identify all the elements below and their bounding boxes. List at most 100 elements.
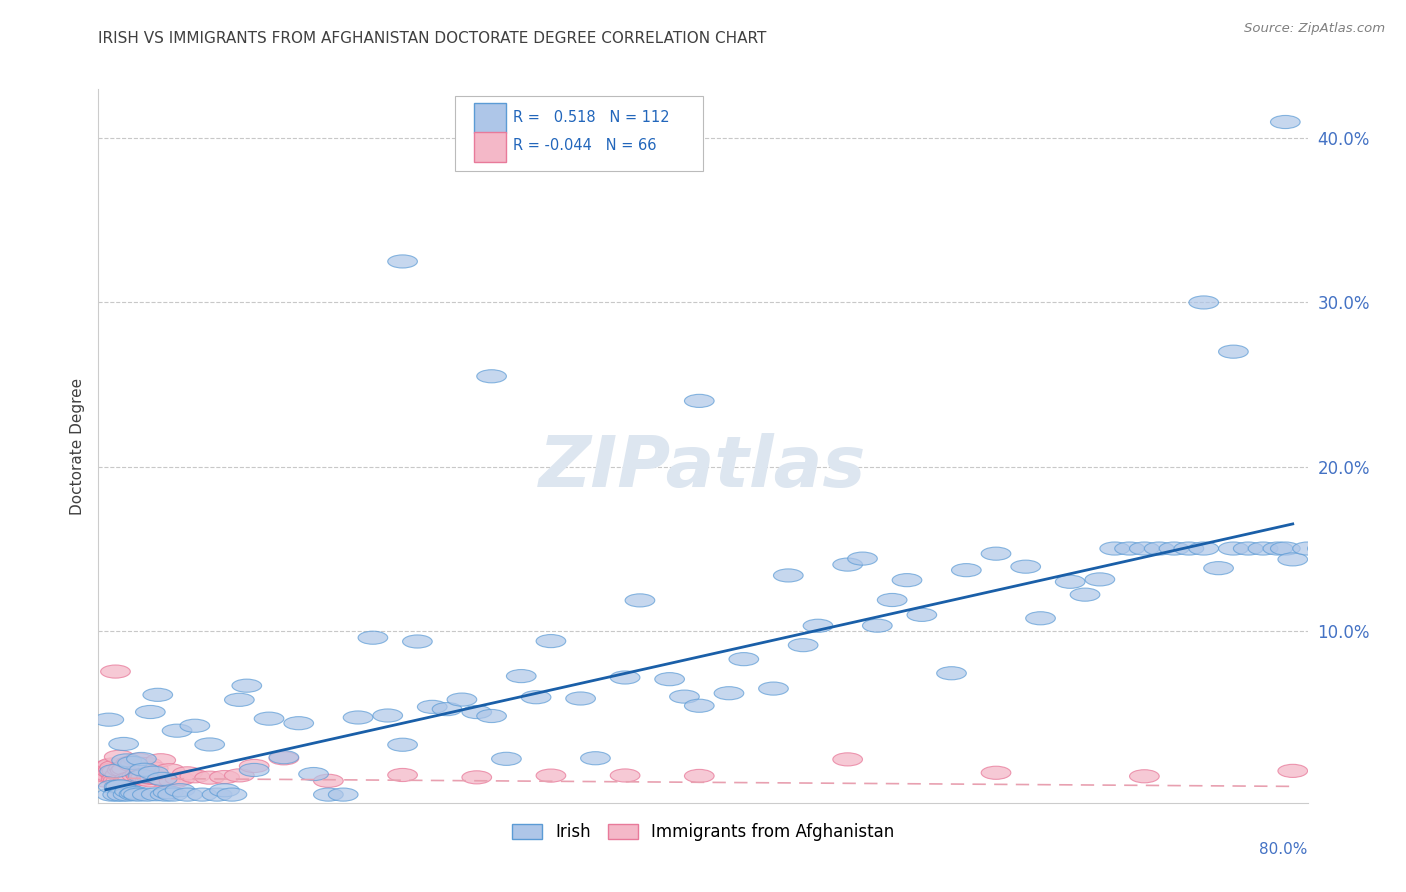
- Ellipse shape: [114, 773, 143, 787]
- FancyBboxPatch shape: [474, 132, 506, 162]
- Ellipse shape: [536, 634, 565, 648]
- Ellipse shape: [97, 788, 127, 801]
- Ellipse shape: [101, 772, 131, 785]
- Ellipse shape: [138, 766, 169, 780]
- Ellipse shape: [173, 788, 202, 801]
- Ellipse shape: [1085, 573, 1115, 586]
- Ellipse shape: [135, 706, 165, 719]
- Ellipse shape: [120, 759, 149, 772]
- Ellipse shape: [202, 788, 232, 801]
- Ellipse shape: [132, 788, 162, 801]
- Ellipse shape: [157, 788, 187, 801]
- Ellipse shape: [104, 773, 134, 787]
- Ellipse shape: [134, 766, 163, 780]
- Ellipse shape: [105, 780, 135, 793]
- Ellipse shape: [1204, 562, 1233, 574]
- Ellipse shape: [610, 769, 640, 782]
- Text: Source: ZipAtlas.com: Source: ZipAtlas.com: [1244, 22, 1385, 36]
- Ellipse shape: [862, 619, 893, 632]
- Ellipse shape: [107, 764, 136, 777]
- Ellipse shape: [117, 756, 146, 769]
- Ellipse shape: [132, 757, 162, 771]
- Ellipse shape: [506, 670, 536, 682]
- Legend: Irish, Immigrants from Afghanistan: Irish, Immigrants from Afghanistan: [505, 817, 901, 848]
- Ellipse shape: [122, 769, 152, 782]
- Ellipse shape: [254, 712, 284, 725]
- Ellipse shape: [269, 751, 298, 764]
- Ellipse shape: [120, 788, 149, 801]
- Ellipse shape: [110, 764, 141, 777]
- Ellipse shape: [209, 784, 239, 797]
- Ellipse shape: [1129, 770, 1159, 783]
- Ellipse shape: [150, 774, 180, 787]
- Ellipse shape: [98, 780, 128, 793]
- Ellipse shape: [138, 762, 169, 775]
- Ellipse shape: [155, 764, 184, 777]
- Ellipse shape: [1337, 542, 1367, 555]
- Ellipse shape: [195, 738, 225, 751]
- Ellipse shape: [94, 759, 124, 772]
- Ellipse shape: [100, 764, 129, 778]
- Ellipse shape: [127, 770, 156, 783]
- Ellipse shape: [388, 768, 418, 781]
- Ellipse shape: [832, 558, 862, 571]
- Text: R =   0.518   N = 112: R = 0.518 N = 112: [513, 110, 669, 125]
- Ellipse shape: [522, 690, 551, 704]
- Ellipse shape: [136, 772, 167, 784]
- Ellipse shape: [626, 594, 655, 607]
- Ellipse shape: [877, 593, 907, 607]
- Ellipse shape: [492, 752, 522, 765]
- Ellipse shape: [129, 764, 159, 776]
- Ellipse shape: [1249, 542, 1278, 555]
- Ellipse shape: [127, 752, 156, 765]
- Ellipse shape: [232, 679, 262, 692]
- Ellipse shape: [115, 772, 145, 785]
- Ellipse shape: [143, 689, 173, 701]
- Ellipse shape: [936, 666, 966, 680]
- Ellipse shape: [124, 753, 153, 766]
- Ellipse shape: [373, 709, 402, 722]
- Ellipse shape: [343, 711, 373, 724]
- Ellipse shape: [1219, 345, 1249, 359]
- Ellipse shape: [141, 772, 170, 784]
- Ellipse shape: [1271, 115, 1301, 128]
- Ellipse shape: [142, 788, 172, 801]
- Ellipse shape: [94, 770, 124, 783]
- Ellipse shape: [96, 759, 127, 772]
- Ellipse shape: [1308, 542, 1337, 555]
- Ellipse shape: [685, 699, 714, 713]
- Ellipse shape: [96, 769, 125, 782]
- Ellipse shape: [655, 673, 685, 686]
- Ellipse shape: [685, 770, 714, 782]
- Ellipse shape: [143, 771, 173, 784]
- Ellipse shape: [93, 774, 122, 788]
- Text: ZIPatlas: ZIPatlas: [540, 433, 866, 502]
- Ellipse shape: [1189, 542, 1219, 555]
- Ellipse shape: [418, 700, 447, 714]
- Ellipse shape: [610, 671, 640, 684]
- Ellipse shape: [463, 771, 492, 784]
- Ellipse shape: [1278, 553, 1308, 566]
- Ellipse shape: [1070, 588, 1099, 601]
- Ellipse shape: [1271, 542, 1301, 555]
- Ellipse shape: [1115, 542, 1144, 555]
- Ellipse shape: [118, 756, 148, 770]
- Ellipse shape: [536, 769, 565, 782]
- Ellipse shape: [225, 693, 254, 706]
- Ellipse shape: [565, 692, 595, 705]
- Ellipse shape: [1011, 560, 1040, 574]
- Ellipse shape: [101, 665, 131, 678]
- Ellipse shape: [187, 788, 217, 801]
- Ellipse shape: [1129, 542, 1159, 555]
- Ellipse shape: [105, 774, 135, 788]
- Ellipse shape: [94, 713, 124, 726]
- Ellipse shape: [773, 569, 803, 582]
- Ellipse shape: [128, 770, 157, 783]
- Ellipse shape: [91, 767, 121, 780]
- Ellipse shape: [314, 788, 343, 801]
- Y-axis label: Doctorate Degree: Doctorate Degree: [69, 377, 84, 515]
- Ellipse shape: [952, 564, 981, 577]
- Ellipse shape: [180, 719, 209, 732]
- Ellipse shape: [165, 783, 195, 797]
- Ellipse shape: [159, 775, 188, 788]
